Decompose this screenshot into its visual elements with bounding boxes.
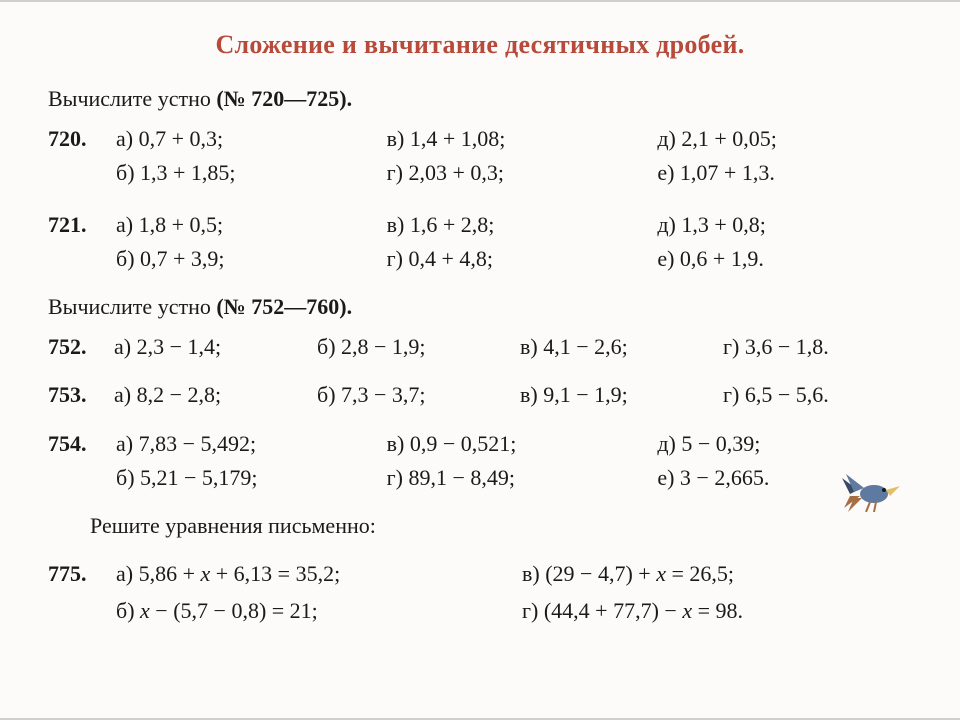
item-a: а) 1,8 + 0,5; <box>116 208 379 242</box>
item-g: г) 2,03 + 0,3; <box>387 156 650 190</box>
item-e: е) 1,07 + 1,3. <box>657 156 920 190</box>
problem-775: 775. а) 5,86 + x + 6,13 = 35,2; в) (29 −… <box>48 555 920 630</box>
problem-number: 720. <box>48 122 108 156</box>
item-v: в) 0,9 − 0,521; <box>387 427 650 461</box>
item-b: б) 1,3 + 1,85; <box>116 156 379 190</box>
item-e: е) 0,6 + 1,9. <box>657 242 920 276</box>
instr1-text: Вычислите устно <box>48 86 216 111</box>
instruction-2: Вычислите устно (№ 752—760). <box>48 294 920 320</box>
item-a: а) 0,7 + 0,3; <box>116 122 379 156</box>
problem-753: 753. а) 8,2 − 2,8; б) 7,3 − 3,7; в) 9,1 … <box>48 378 920 412</box>
item-g: г) 6,5 − 5,6. <box>723 378 920 412</box>
item-a: а) 7,83 − 5,492; <box>116 427 379 461</box>
problem-number: 753. <box>48 378 108 412</box>
worksheet-page: Сложение и вычитание десятичных дробей. … <box>0 0 960 720</box>
problem-number: 754. <box>48 427 108 461</box>
instr1-range: (№ 720—725). <box>216 86 352 111</box>
problem-number: 721. <box>48 208 108 242</box>
item-a: а) 2,3 − 1,4; <box>114 330 311 364</box>
item-b: б) x − (5,7 − 0,8) = 21; <box>116 592 514 629</box>
problem-752: 752. а) 2,3 − 1,4; б) 2,8 − 1,9; в) 4,1 … <box>48 330 920 364</box>
problem-754: 754. а) 7,83 − 5,492; в) 0,9 − 0,521; д)… <box>48 427 920 495</box>
item-v: в) 1,4 + 1,08; <box>387 122 650 156</box>
item-g: г) 0,4 + 4,8; <box>387 242 650 276</box>
item-d: д) 1,3 + 0,8; <box>657 208 920 242</box>
problem-720: 720. а) 0,7 + 0,3; в) 1,4 + 1,08; д) 2,1… <box>48 122 920 190</box>
problem-number: 775. <box>48 555 108 592</box>
item-g: г) 3,6 − 1,8. <box>723 330 920 364</box>
item-g: г) (44,4 + 77,7) − x = 98. <box>522 592 920 629</box>
item-v: в) (29 − 4,7) + x = 26,5; <box>522 555 920 592</box>
item-d: д) 5 − 0,39; <box>657 427 920 461</box>
problem-721: 721. а) 1,8 + 0,5; в) 1,6 + 2,8; д) 1,3 … <box>48 208 920 276</box>
item-d: д) 2,1 + 0,05; <box>657 122 920 156</box>
bird-icon <box>840 468 910 512</box>
item-b: б) 5,21 − 5,179; <box>116 461 379 495</box>
item-b: б) 2,8 − 1,9; <box>317 330 514 364</box>
instruction-3: Решите уравнения письменно: <box>90 513 920 539</box>
problem-number: 752. <box>48 330 108 364</box>
item-a: а) 8,2 − 2,8; <box>114 378 311 412</box>
item-v: в) 1,6 + 2,8; <box>387 208 650 242</box>
page-title: Сложение и вычитание десятичных дробей. <box>40 30 920 60</box>
item-b: б) 7,3 − 3,7; <box>317 378 514 412</box>
instr2-range: (№ 752—760). <box>216 294 352 319</box>
item-v: в) 4,1 − 2,6; <box>520 330 717 364</box>
item-a: а) 5,86 + x + 6,13 = 35,2; <box>116 555 514 592</box>
item-g: г) 89,1 − 8,49; <box>387 461 650 495</box>
item-b: б) 0,7 + 3,9; <box>116 242 379 276</box>
item-v: в) 9,1 − 1,9; <box>520 378 717 412</box>
instruction-1: Вычислите устно (№ 720—725). <box>48 86 920 112</box>
instr2-text: Вычислите устно <box>48 294 216 319</box>
